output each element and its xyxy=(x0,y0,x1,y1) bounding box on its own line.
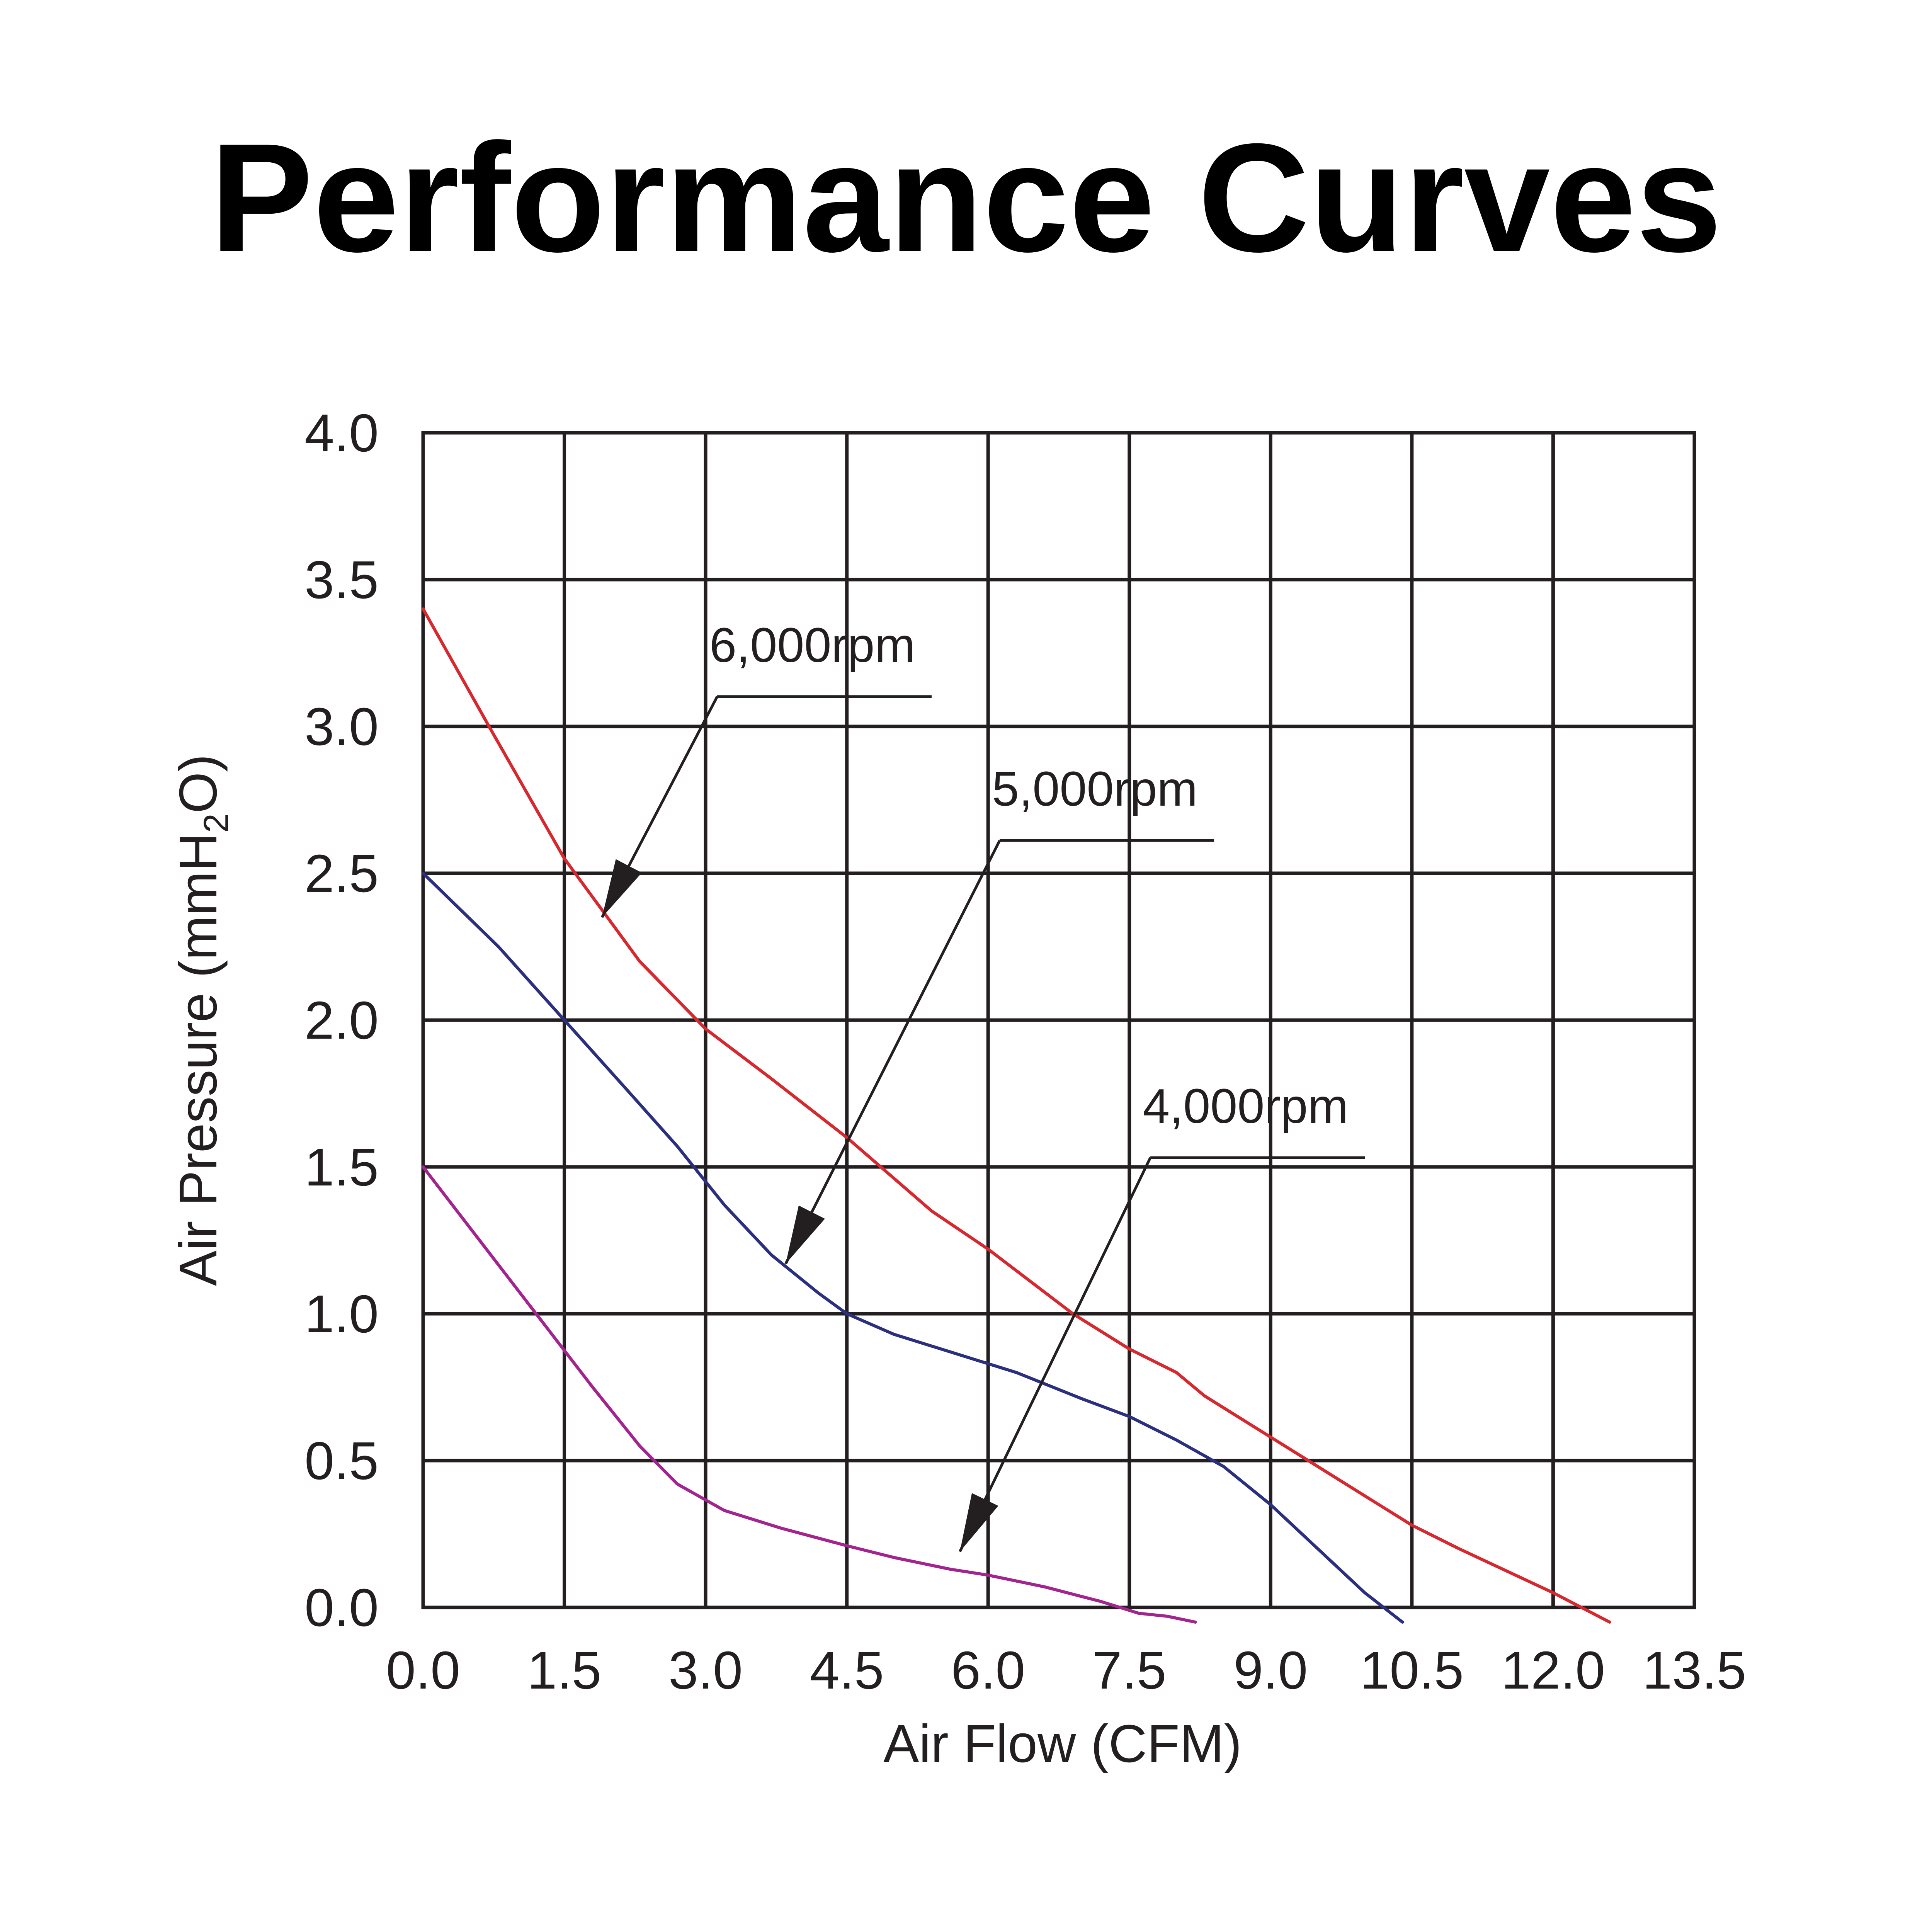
leader-line xyxy=(958,1157,1152,1553)
series-line-6000rpm xyxy=(422,607,1611,1624)
y-tick-label: 2.0 xyxy=(304,991,379,1050)
series-label-6000rpm: 6,000rpm xyxy=(709,618,915,672)
y-tick-label: 1.5 xyxy=(304,1138,379,1197)
y-axis-label-subscript: 2 xyxy=(197,813,236,833)
x-tick-label: 1.5 xyxy=(527,1641,602,1700)
y-tick-label: 3.0 xyxy=(304,697,379,757)
x-tick-label: 7.5 xyxy=(1092,1641,1167,1700)
x-tick-label: 12.0 xyxy=(1501,1641,1605,1700)
chart-title: Performance Curves xyxy=(210,111,1722,284)
y-tick-label: 3.5 xyxy=(304,550,379,610)
x-tick-label: 6.0 xyxy=(951,1641,1025,1700)
y-axis-label-prefix: Air Pressure (mmH xyxy=(168,833,228,1286)
y-axis-label: Air Pressure (mmH2O) xyxy=(168,754,236,1286)
plot-frame xyxy=(421,431,1696,1609)
arrow-head xyxy=(602,859,642,917)
y-tick-label: 0.5 xyxy=(304,1431,379,1491)
y-tick-label: 0.0 xyxy=(304,1578,379,1638)
series-label-5000rpm: 5,000rpm xyxy=(992,762,1197,816)
y-axis-ticks: 0.0 0.5 1.0 1.5 2.0 2.5 3.0 3.5 4.0 xyxy=(304,403,379,1638)
x-tick-label: 0.0 xyxy=(386,1641,460,1700)
x-axis-ticks: 0.0 1.5 3.0 4.5 6.0 7.5 9.0 10.5 12.0 13.5 xyxy=(386,1641,1746,1700)
grid xyxy=(421,431,1696,1609)
y-tick-label: 2.5 xyxy=(304,844,379,903)
annotations: 6,000rpm 5,000rpm 4,000rpm xyxy=(600,618,1365,1553)
series-group xyxy=(422,607,1611,1624)
y-tick-label: 1.0 xyxy=(304,1284,379,1344)
x-axis-label: Air Flow (CFM) xyxy=(883,1714,1242,1774)
x-tick-label: 10.5 xyxy=(1360,1641,1464,1700)
series-line-5000rpm xyxy=(422,872,1404,1624)
y-tick-label: 4.0 xyxy=(304,403,379,463)
x-tick-label: 9.0 xyxy=(1233,1641,1308,1700)
x-tick-label: 13.5 xyxy=(1643,1641,1747,1700)
leader-line xyxy=(784,840,1001,1265)
series-label-4000rpm: 4,000rpm xyxy=(1143,1079,1348,1133)
arrow-head xyxy=(786,1205,825,1264)
x-tick-label: 3.0 xyxy=(668,1641,743,1700)
x-tick-label: 4.5 xyxy=(810,1641,884,1700)
series-line-4000rpm xyxy=(422,1165,1197,1624)
arrow-head xyxy=(960,1493,998,1552)
y-axis-label-suffix: O) xyxy=(168,754,228,813)
